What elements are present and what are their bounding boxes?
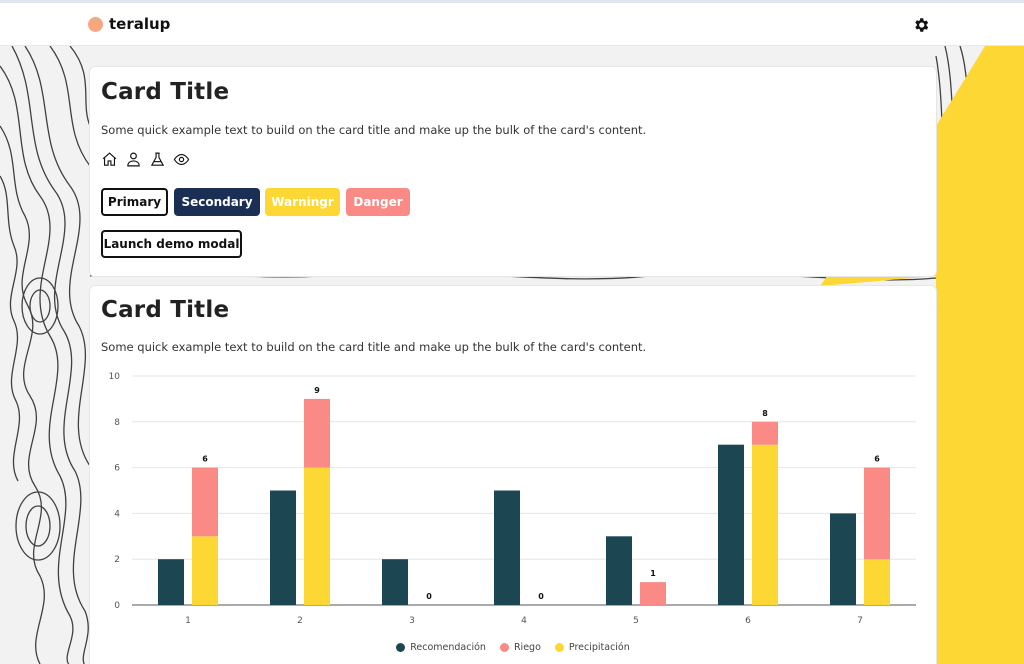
user-icon <box>127 152 140 167</box>
card-text: Some quick example text to build on the … <box>101 123 647 137</box>
stack-total-label: 8 <box>762 409 768 418</box>
bar-recomendacion <box>718 444 744 605</box>
home-icon <box>102 152 117 166</box>
bar-recomendacion <box>606 536 632 605</box>
legend-label: Recomendación <box>410 642 486 653</box>
stacked-bar-chart: 0 2 4 6 8 10 1 6 2 9 3 0 4 0 5 1 6 8 7 6 <box>109 372 916 626</box>
stack-total-label: 0 <box>538 592 544 601</box>
x-tick-label: 5 <box>633 616 639 626</box>
bar-precipitacion <box>864 559 890 605</box>
x-tick-label: 7 <box>857 616 863 626</box>
card-buttons: Card Title Some quick example text to bu… <box>90 67 936 276</box>
y-tick-label: 0 <box>114 601 120 611</box>
bar-recomendacion <box>494 490 520 605</box>
x-tick-label: 4 <box>521 616 527 626</box>
stack-total-label: 9 <box>314 386 320 395</box>
bar-recomendacion <box>270 490 296 605</box>
bar-riego <box>752 421 778 445</box>
navbar: teralup <box>0 0 1024 46</box>
bar-precipitacion <box>752 444 778 605</box>
eye-icon <box>173 153 190 166</box>
secondary-button[interactable]: Secondary <box>174 188 260 216</box>
y-tick-label: 10 <box>109 372 121 382</box>
stack-total-label: 6 <box>874 455 880 464</box>
legend-label: Precipitación <box>568 642 630 653</box>
bar-riego <box>192 467 218 537</box>
y-tick-label: 6 <box>114 464 120 474</box>
card-title: Card Title <box>101 79 230 105</box>
bar-precipitacion <box>304 467 330 605</box>
y-tick-label: 2 <box>114 555 120 565</box>
legend-label: Riego <box>513 642 541 653</box>
stack-total-label: 1 <box>650 569 656 578</box>
x-tick-label: 1 <box>185 616 191 626</box>
bar-recomendacion <box>158 559 184 605</box>
brand-name: teralup <box>109 15 171 33</box>
y-tick-label: 4 <box>114 509 120 519</box>
x-tick-label: 3 <box>409 616 415 626</box>
stack-total-label: 0 <box>426 592 432 601</box>
brand[interactable]: teralup <box>88 15 170 33</box>
legend-item[interactable]: Precipitación <box>554 642 630 653</box>
launch-modal-button[interactable]: Launch demo modal <box>101 230 242 258</box>
legend-item[interactable]: Riego <box>499 642 541 653</box>
flask-icon <box>150 152 165 166</box>
gear-icon[interactable] <box>912 16 930 34</box>
card-text: Some quick example text to build on the … <box>101 340 647 354</box>
y-tick-label: 8 <box>114 418 120 428</box>
bar-riego <box>640 582 666 605</box>
icon-row <box>101 151 190 168</box>
brand-logo-dot <box>88 16 103 32</box>
x-tick-label: 2 <box>297 616 303 626</box>
legend-swatch <box>499 643 509 652</box>
warning-button[interactable]: Warningr <box>265 188 340 216</box>
legend-swatch <box>396 643 406 652</box>
chart-legend: Recomendación Riego Precipitación <box>90 642 936 653</box>
bar-riego <box>304 398 330 468</box>
bar-recomendacion <box>830 513 856 605</box>
card-chart: Card Title Some quick example text to bu… <box>90 286 936 664</box>
bar-riego <box>864 467 890 560</box>
primary-button[interactable]: Primary <box>101 188 168 216</box>
legend-swatch <box>554 643 564 652</box>
bar-recomendacion <box>382 559 408 605</box>
x-tick-label: 6 <box>745 616 751 626</box>
stack-total-label: 6 <box>202 455 208 464</box>
card-title: Card Title <box>101 297 230 323</box>
legend-item[interactable]: Recomendación <box>396 642 486 653</box>
danger-button[interactable]: Danger <box>346 188 410 216</box>
bar-precipitacion <box>192 536 218 605</box>
